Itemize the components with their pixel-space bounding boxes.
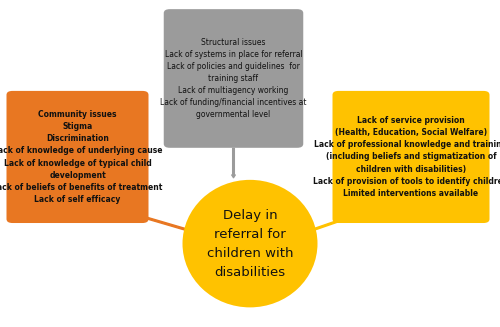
Text: Delay in
referral for
children with
disabilities: Delay in referral for children with disa… [207,209,293,279]
FancyBboxPatch shape [332,91,490,223]
Text: Structural issues
Lack of systems in place for referral
Lack of policies and gui: Structural issues Lack of systems in pla… [160,38,307,119]
Ellipse shape [182,180,318,307]
FancyBboxPatch shape [6,91,148,223]
FancyArrowPatch shape [232,148,235,178]
Text: Lack of service provision
(Health, Education, Social Welfare)
Lack of profession: Lack of service provision (Health, Educa… [314,116,500,198]
FancyBboxPatch shape [164,9,303,148]
Text: Community issues
Stigma
Discrimination
Lack of knowledge of underlying cause
Lac: Community issues Stigma Discrimination L… [0,110,162,204]
FancyArrowPatch shape [308,211,365,232]
FancyArrowPatch shape [125,211,192,232]
